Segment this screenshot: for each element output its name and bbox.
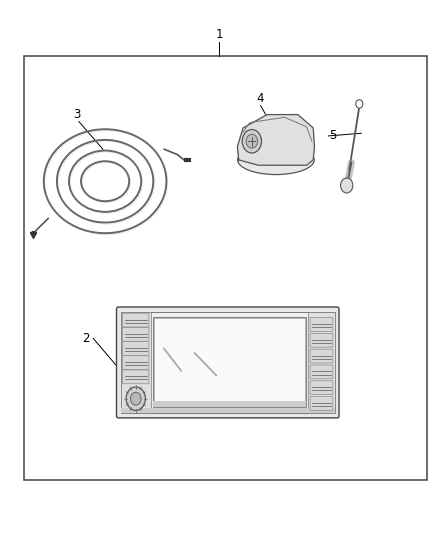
FancyBboxPatch shape [123,342,149,356]
Circle shape [242,130,261,153]
Text: 5: 5 [329,130,336,142]
Bar [153,401,306,407]
Bar [121,312,335,413]
FancyBboxPatch shape [310,349,333,363]
Bar [154,318,305,406]
FancyBboxPatch shape [310,397,333,410]
Bar [153,317,306,407]
Text: 4: 4 [257,92,265,105]
Bar [308,312,335,413]
FancyBboxPatch shape [310,333,333,347]
Text: 2: 2 [81,332,89,345]
FancyBboxPatch shape [310,318,333,332]
Text: 3: 3 [73,108,80,121]
Circle shape [126,387,145,410]
Polygon shape [237,115,314,165]
Ellipse shape [237,145,314,175]
FancyBboxPatch shape [123,327,149,341]
FancyBboxPatch shape [310,381,333,394]
Bar [121,312,151,413]
Bar [24,56,427,480]
Bar [121,408,335,413]
Circle shape [131,392,141,405]
Text: 1: 1 [215,28,223,41]
Circle shape [356,100,363,108]
FancyBboxPatch shape [123,313,149,327]
FancyBboxPatch shape [310,365,333,379]
Circle shape [246,134,258,148]
FancyBboxPatch shape [123,370,149,384]
Circle shape [341,178,353,193]
FancyBboxPatch shape [117,307,339,418]
FancyBboxPatch shape [123,356,149,369]
